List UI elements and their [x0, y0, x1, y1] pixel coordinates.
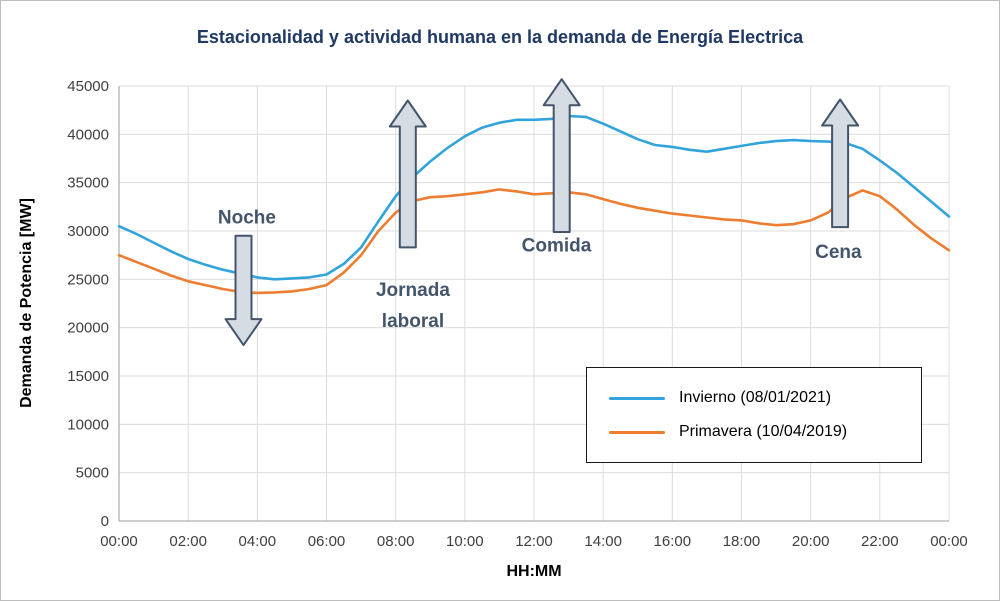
- y-tick-label: 0: [101, 513, 109, 530]
- annotation-label-cena: Cena: [815, 242, 862, 263]
- legend-label-invierno: Invierno (08/01/2021): [679, 389, 832, 406]
- legend-line-primavera: [609, 430, 665, 434]
- y-tick-label: 15000: [67, 368, 109, 385]
- x-tick-label: 06:00: [308, 533, 346, 550]
- annotation-label-jornada-laboral: laboral: [382, 311, 444, 332]
- x-tick-label: 22:00: [861, 533, 899, 550]
- x-tick-label: 18:00: [723, 533, 761, 550]
- y-tick-label: 25000: [67, 271, 109, 288]
- x-tick-label: 00:00: [930, 533, 968, 550]
- x-tick-label: 00:00: [100, 533, 138, 550]
- y-tick-label: 5000: [76, 465, 109, 482]
- annotation-arrow-jornada-laboral: [388, 99, 427, 249]
- x-tick-label: 12:00: [515, 533, 553, 550]
- annotation-label-jornada-laboral: Jornada: [376, 280, 450, 301]
- legend-label-primavera: Primavera (10/04/2019): [679, 423, 848, 440]
- annotation-label-comida: Comida: [522, 235, 592, 256]
- x-tick-label: 14:00: [584, 533, 622, 550]
- series-line-1: [117, 188, 951, 295]
- y-tick-label: 30000: [67, 223, 109, 240]
- y-tick-label: 20000: [67, 320, 109, 337]
- y-tick-label: 45000: [67, 78, 109, 95]
- legend: Invierno (08/01/2021) Primavera (10/04/2…: [586, 367, 922, 463]
- x-tick-label: 10:00: [446, 533, 484, 550]
- x-tick-label: 20:00: [792, 533, 830, 550]
- annotation-arrow-comida: [542, 78, 581, 233]
- x-tick-label: 04:00: [239, 533, 277, 550]
- legend-item-invierno: Invierno (08/01/2021): [609, 389, 921, 407]
- y-tick-label: 40000: [67, 126, 109, 143]
- legend-item-primavera: Primavera (10/04/2019): [609, 423, 921, 441]
- x-tick-label: 16:00: [654, 533, 692, 550]
- series-line-0: [117, 114, 951, 281]
- annotation-arrow-noche: [224, 234, 263, 347]
- x-axis-title: HH:MM: [506, 563, 562, 580]
- legend-line-invierno: [609, 396, 665, 400]
- annotation-label-noche: Noche: [218, 207, 276, 228]
- annotation-arrow-cena: [821, 98, 860, 229]
- y-tick-label: 10000: [67, 416, 109, 433]
- y-tick-label: 35000: [67, 175, 109, 192]
- chart-title: Estacionalidad y actividad humana en la …: [196, 27, 804, 47]
- x-tick-label: 02:00: [169, 533, 207, 550]
- x-tick-label: 08:00: [377, 533, 415, 550]
